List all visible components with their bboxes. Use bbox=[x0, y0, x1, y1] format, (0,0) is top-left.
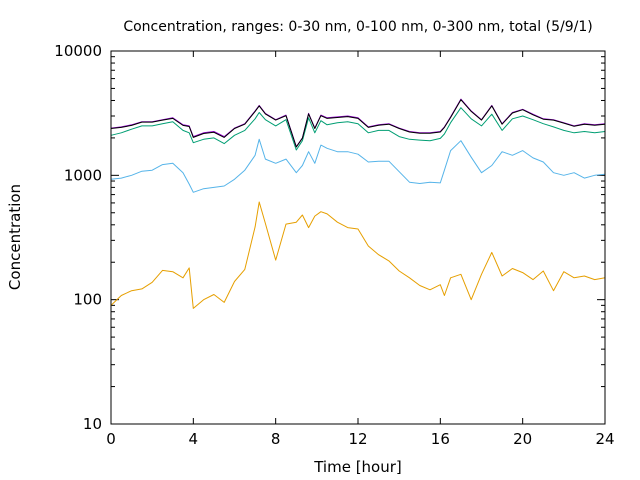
chart-title: Concentration, ranges: 0-30 nm, 0-100 nm… bbox=[123, 19, 592, 35]
plot-frame bbox=[110, 50, 606, 425]
series-total-line bbox=[110, 98, 606, 148]
y-tick-label: 100 bbox=[73, 291, 102, 309]
x-tick-label: 8 bbox=[271, 430, 281, 448]
x-tick-label: 12 bbox=[348, 430, 367, 448]
y-axis-label: Concentration bbox=[6, 184, 24, 290]
x-tick-label: 24 bbox=[595, 430, 614, 448]
y-tick-label: 1000 bbox=[64, 166, 102, 184]
series-layer bbox=[110, 98, 606, 309]
y-tick-label: 10000 bbox=[54, 42, 102, 60]
series-total-black-line bbox=[110, 99, 606, 148]
x-axis-label: Time [hour] bbox=[313, 458, 402, 476]
x-tick-label: 20 bbox=[513, 430, 532, 448]
x-tick-label: 0 bbox=[106, 430, 116, 448]
series-0-100nm-line bbox=[110, 138, 606, 193]
x-tick-label: 16 bbox=[431, 430, 450, 448]
x-tick-label: 4 bbox=[189, 430, 199, 448]
series-0-300nm-line bbox=[110, 107, 606, 151]
series-0-30nm-line bbox=[110, 201, 606, 309]
y-tick-label: 10 bbox=[83, 415, 102, 433]
axis-ticks: 0 4 8 12 16 20 24 10 100 1000 10000 bbox=[54, 42, 614, 448]
